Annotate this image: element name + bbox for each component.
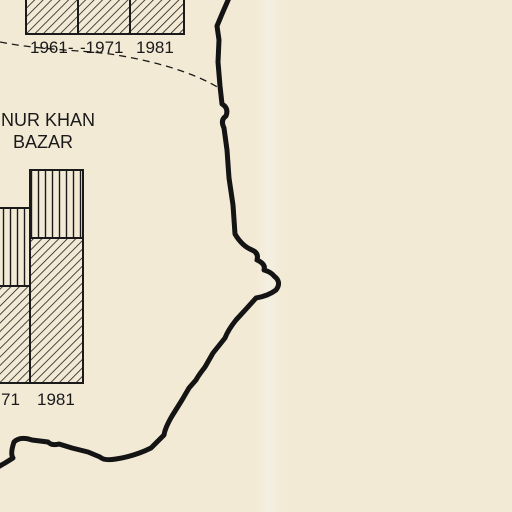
bottom-chart-year-label-1971: 71 [1, 390, 20, 409]
place-name-line-1: NUR KHAN [1, 110, 96, 130]
bottom-bar-1971-base [0, 285, 31, 384]
bottom-bar-1971-top [0, 207, 31, 287]
boundary-line [0, 0, 282, 469]
top-chart-year-label-1961: 1961- [30, 38, 74, 57]
leader-dashed-line [0, 41, 223, 91]
top-chart-year-label-1981: 1981 [136, 38, 174, 57]
bottom-bar-1981-top [29, 169, 84, 239]
top-bar-1981 [129, 0, 185, 35]
map-fold-highlight [256, 0, 282, 512]
bottom-bar-1981-base [29, 237, 84, 384]
top-bar-1961 [25, 0, 79, 35]
bottom-chart-year-label-1981: 1981 [37, 390, 75, 409]
bottom-bar-chart [0, 169, 84, 384]
top-bar-1971 [77, 0, 131, 35]
place-name-line-2: BAZAR [13, 132, 74, 152]
top-chart-year-label-1971: -1971 [80, 38, 124, 57]
top-bar-chart [25, 0, 185, 35]
